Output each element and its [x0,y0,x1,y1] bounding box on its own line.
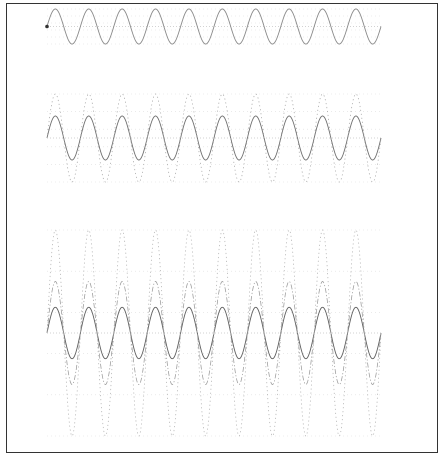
series-line-middle-1 [46,93,382,183]
chart-panel-middle [46,93,382,183]
chart-panel-top [45,8,382,45]
series-line-top-0 [46,8,382,45]
figure-frame [6,3,438,453]
multi-panel-sine-chart [45,8,382,437]
series-line-bottom-2 [46,229,382,437]
series-line-middle-0 [46,115,382,161]
chart-panel-bottom [46,229,382,437]
data-point-top-0 [45,24,49,29]
